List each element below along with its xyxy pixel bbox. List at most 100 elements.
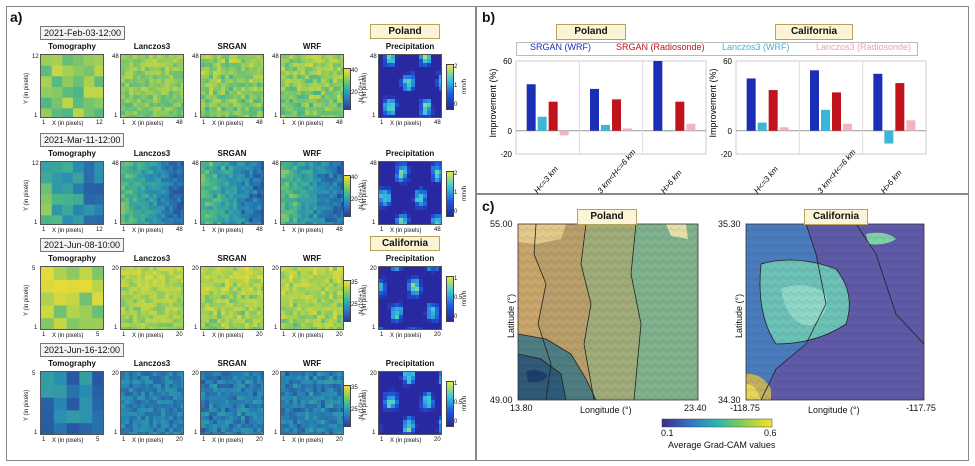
column-title: WRF (302, 359, 322, 368)
y-tick-max: 48 (272, 161, 279, 167)
y-tick-max: 5 (32, 266, 36, 272)
bar (526, 84, 536, 131)
column-title: SRGAN (217, 254, 247, 263)
x-tick-max: 20 (434, 437, 441, 443)
heatmap-grid (120, 371, 184, 435)
x-tick-max: 20 (176, 332, 183, 338)
california-lat-top: 35.30 (718, 219, 741, 229)
precip-unit: mm/h (462, 291, 468, 306)
legend-srgan-radiosonde: SRGAN (Radiosonde) (616, 42, 705, 52)
precip-colorbar-tick: 2 (454, 171, 458, 177)
y-tick-min: 1 (114, 430, 118, 436)
x-tick-max: 48 (256, 227, 263, 233)
precip-unit: mm/h (462, 186, 468, 201)
colorbar-label: N (10⁶+1) (359, 76, 365, 102)
bar (623, 128, 632, 131)
bar (653, 61, 663, 131)
y-tick-label: -20 (500, 150, 512, 159)
colorbar-tick: 20 (351, 197, 358, 203)
precip-colorbar-tick: 1 (454, 83, 458, 89)
y-tick-min: 1 (114, 113, 118, 119)
column-title: WRF (302, 149, 322, 158)
x-tick-max: 48 (434, 227, 441, 233)
colorbar-n (343, 68, 351, 110)
precip-unit: mm/h (462, 79, 468, 94)
colorbar-tick: 40 (351, 68, 358, 74)
region-label: Poland (370, 24, 440, 39)
colorbar-precip (446, 64, 454, 110)
y-tick-min: 1 (372, 325, 376, 331)
x-tick-min: 1 (202, 227, 206, 233)
column-title: SRGAN (217, 149, 247, 158)
legend-srgan-wrf: SRGAN (WRF) (530, 42, 591, 52)
precipitation-map (378, 54, 442, 118)
bar (746, 78, 756, 131)
gradcam-cbar-label: Average Grad-CAM values (668, 440, 776, 450)
x-axis-label: X (in pixels) (212, 333, 244, 339)
heatmap-grid (120, 54, 184, 118)
colorbar-tick: 25 (351, 302, 358, 308)
y-tick-label: -20 (720, 150, 732, 159)
x-tick-min: 1 (42, 437, 46, 443)
panel-c-label: c) (482, 198, 495, 214)
y-tick-min: 1 (274, 430, 278, 436)
colorbar-tick: 20 (351, 90, 358, 96)
x-tick-min: 1 (380, 437, 384, 443)
x-axis-label: X (in pixels) (52, 438, 84, 444)
colorbar-n (343, 385, 351, 427)
bar (779, 127, 789, 131)
precip-colorbar-tick: 1 (454, 276, 458, 282)
x-tick-max: 48 (336, 227, 343, 233)
precip-colorbar-tick: 0 (454, 314, 458, 320)
column-title: Lanczos3 (133, 42, 171, 51)
x-tick-max: 20 (336, 437, 343, 443)
y-tick-max: 20 (370, 371, 377, 377)
heatmap-grid (40, 161, 104, 225)
bar (832, 92, 841, 131)
y-tick-label: 0 (508, 127, 513, 136)
bar (612, 99, 621, 131)
y-tick-min: 1 (274, 325, 278, 331)
y-tick-max: 12 (32, 161, 39, 167)
poland-lon-right: 23.40 (684, 403, 707, 413)
x-axis-label: X (in pixels) (132, 228, 164, 234)
bar (895, 83, 905, 131)
heatmap-grid (200, 266, 264, 330)
y-axis-label: Y (in pixels) (24, 389, 30, 421)
bar (810, 70, 819, 131)
heatmap-grid (120, 161, 184, 225)
heatmap-grid (200, 54, 264, 118)
colorbar-label: N (10⁶+1) (359, 393, 365, 419)
y-axis-label: Improvement (%) (708, 68, 718, 137)
x-tick-min: 1 (282, 332, 286, 338)
column-title: Precipitation (385, 42, 435, 51)
y-tick-max: 20 (272, 371, 279, 377)
precipitation-map (378, 371, 442, 435)
y-tick-max: 20 (370, 266, 377, 272)
bar (601, 124, 610, 131)
x-tick-max: 48 (256, 120, 263, 126)
bar (906, 120, 916, 131)
colorbar-precip (446, 381, 454, 427)
y-axis-label: Improvement (%) (488, 68, 498, 137)
panel-b-label: b) (482, 9, 496, 25)
date-label: 2021-Jun-16-12:00 (40, 343, 125, 357)
precip-colorbar-tick: 2 (454, 64, 458, 70)
x-tick-min: 1 (202, 437, 206, 443)
poland-lat-bottom: 49.00 (490, 395, 513, 405)
gradcam-cbar-max: 0.6 (764, 428, 777, 438)
x-axis-label: X (in pixels) (212, 438, 244, 444)
bar (548, 101, 558, 131)
x-tick-min: 1 (42, 120, 46, 126)
y-axis-label: Y (in pixels) (24, 284, 30, 316)
y-tick-min: 1 (34, 325, 38, 331)
map-region-poland: Poland (577, 209, 637, 225)
bar (590, 88, 599, 131)
y-tick-max: 48 (112, 54, 119, 60)
x-axis-label: X (in pixels) (390, 333, 422, 339)
precip-unit: mm/h (462, 396, 468, 411)
bar (843, 123, 852, 131)
x-tick-min: 1 (282, 120, 286, 126)
x-axis-label: X (in pixels) (132, 333, 164, 339)
